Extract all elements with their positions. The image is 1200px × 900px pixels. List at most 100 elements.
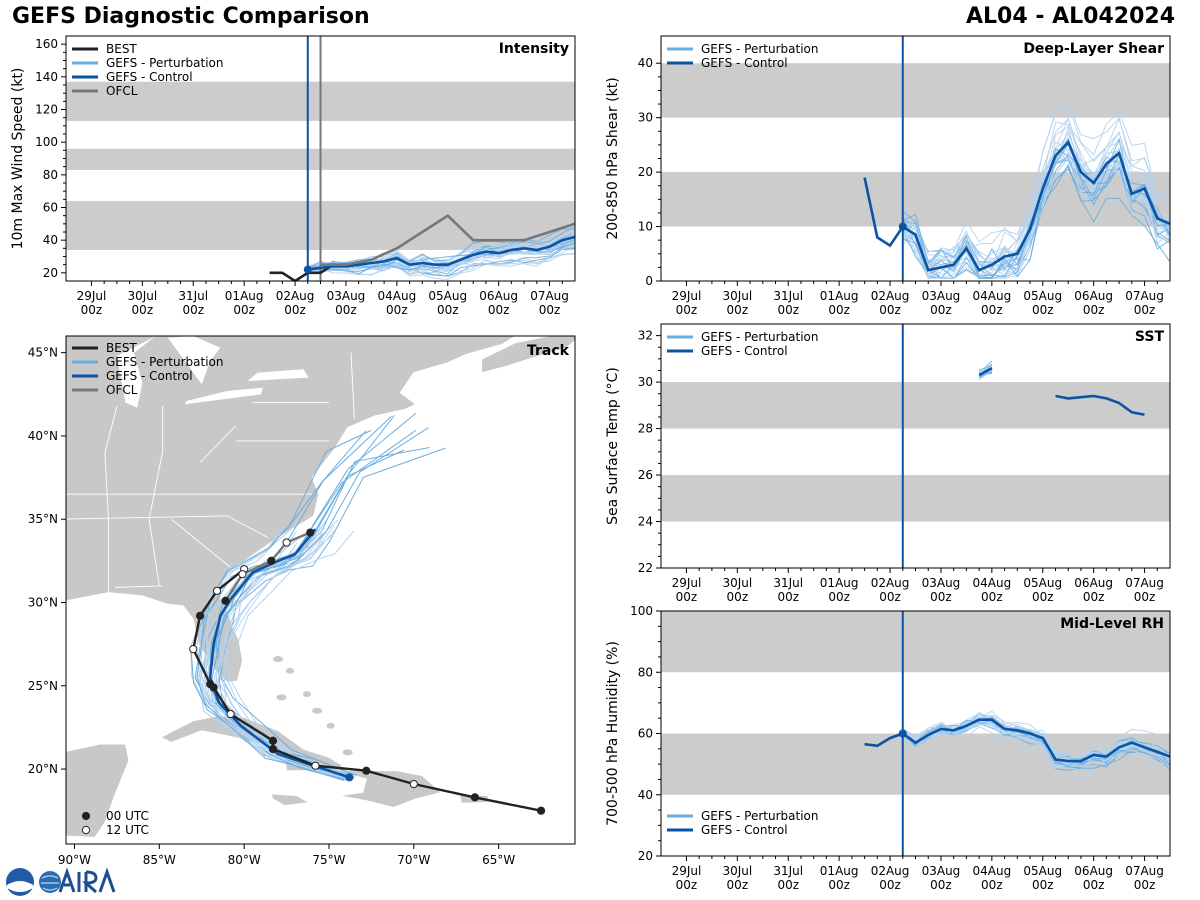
x-tick-hour: 00z [81,303,103,317]
bahamas-island [342,749,353,756]
x-tick-date: 04Aug [972,864,1011,878]
legend-label: GEFS - Control [701,56,788,70]
series-gefs-control [864,718,1170,763]
x-tick-date: 31Jul [178,289,208,303]
x-tick-hour: 00z [981,303,1003,317]
legend-label: GEFS - Perturbation [106,355,223,369]
chart-rh: 2040608010029Jul00z30Jul00z31Jul00z01Aug… [605,604,1171,892]
chart-title: Deep-Layer Shear [1023,41,1164,57]
y-tick-label: 100 [630,604,653,618]
perturbation-line [902,711,1170,761]
plot-area [66,36,575,281]
chart-intensity: 2040608010012014016029Jul00z30Jul00z31Ju… [10,35,576,317]
perturbation-line [902,103,1170,268]
x-tick-date: 02Aug [276,289,315,303]
x-tick-label: 85°W [143,853,176,867]
x-tick-hour: 00z [1083,878,1105,892]
y-tick-label: 28 [638,422,653,436]
x-tick-hour: 00z [132,303,154,317]
ofcl-track-point [221,596,230,605]
y-tick-label: 80 [43,168,58,182]
y-tick-label: 40 [638,788,653,802]
best-track-point [195,611,205,620]
best-track-point [268,736,278,745]
y-tick-label: 30°N [28,595,58,609]
lake [247,369,309,381]
control-track [208,528,350,779]
x-tick-label: 80°W [228,853,261,867]
x-tick-hour: 00z [879,878,901,892]
y-tick-label: 30 [638,111,653,125]
chart-shear: 01020304029Jul00z30Jul00z31Jul00z01Aug00… [605,35,1171,317]
x-tick-hour: 00z [879,590,901,604]
y-tick-label: 40 [638,56,653,70]
x-tick-date: 03Aug [922,864,961,878]
figure-title: GEFS Diagnostic Comparison [12,4,370,29]
y-tick-label: 120 [35,103,58,117]
y-tick-label: 40°N [28,429,58,443]
x-tick-date: 29Jul [77,289,107,303]
x-tick-date: 07Aug [1125,864,1164,878]
lake [167,336,221,385]
state-boundary [170,518,231,568]
x-tick-date: 06Aug [479,289,518,303]
x-tick-hour: 00z [676,590,698,604]
lake [116,336,156,408]
y-tick-label: 100 [35,135,58,149]
x-tick-hour: 00z [233,303,255,317]
bahamas-island [285,667,294,674]
perturbation-line [902,151,1170,280]
chart-title: Mid-Level RH [1060,616,1164,632]
series-ofcl [320,214,575,267]
legend-label: GEFS - Control [701,344,788,358]
y-tick-label: 20 [43,266,58,280]
y-tick-label: 80 [638,665,653,679]
x-tick-date: 02Aug [871,864,910,878]
perturbation-track [217,447,430,776]
x-tick-hour: 00z [1083,590,1105,604]
x-tick-hour: 00z [676,303,698,317]
y-tick-label: 32 [638,329,653,343]
x-tick-hour: 00z [930,590,952,604]
x-tick-hour: 00z [284,303,306,317]
x-tick-hour: 00z [1083,303,1105,317]
x-tick-date: 31Jul [773,576,803,590]
bahamas-island [312,707,323,714]
plot-area [661,36,1170,281]
series-gefs-control [307,235,575,271]
x-tick-hour: 00z [828,303,850,317]
perturbation-track [196,430,372,782]
y-tick-label: 22 [638,561,653,575]
legend-label: GEFS - Control [106,70,193,84]
y-tick-label: 20 [638,165,653,179]
x-tick-date: 01Aug [225,289,264,303]
x-tick-date: 06Aug [1074,576,1113,590]
x-tick-date: 07Aug [1125,576,1164,590]
x-tick-hour: 00z [386,303,408,317]
x-tick-hour: 00z [981,590,1003,604]
x-tick-hour: 00z [777,303,799,317]
x-tick-date: 01Aug [820,864,859,878]
state-boundary [350,352,355,420]
state-boundary [115,585,163,588]
x-tick-date: 05Aug [1023,289,1062,303]
perturbation-line [902,101,1170,280]
x-tick-hour: 00z [930,878,952,892]
x-tick-date: 04Aug [377,289,416,303]
x-tick-hour: 00z [727,590,749,604]
state-boundary [104,405,118,593]
x-tick-hour: 00z [981,878,1003,892]
marker-legend-symbol [81,825,91,835]
legend-label: GEFS - Perturbation [106,56,223,70]
y-tick-label: 20°N [28,762,58,776]
threshold-band [661,475,1170,522]
legend-label: BEST [106,42,137,56]
x-tick-date: 30Jul [722,576,752,590]
bahamas-island [273,656,284,663]
x-tick-label: 70°W [397,853,430,867]
best-track-point [362,766,371,775]
y-axis-label: 700-500 hPa Humidity (%) [605,641,621,826]
bahamas-island [302,691,311,698]
y-axis-label: 10m Max Wind Speed (kt) [10,68,26,250]
